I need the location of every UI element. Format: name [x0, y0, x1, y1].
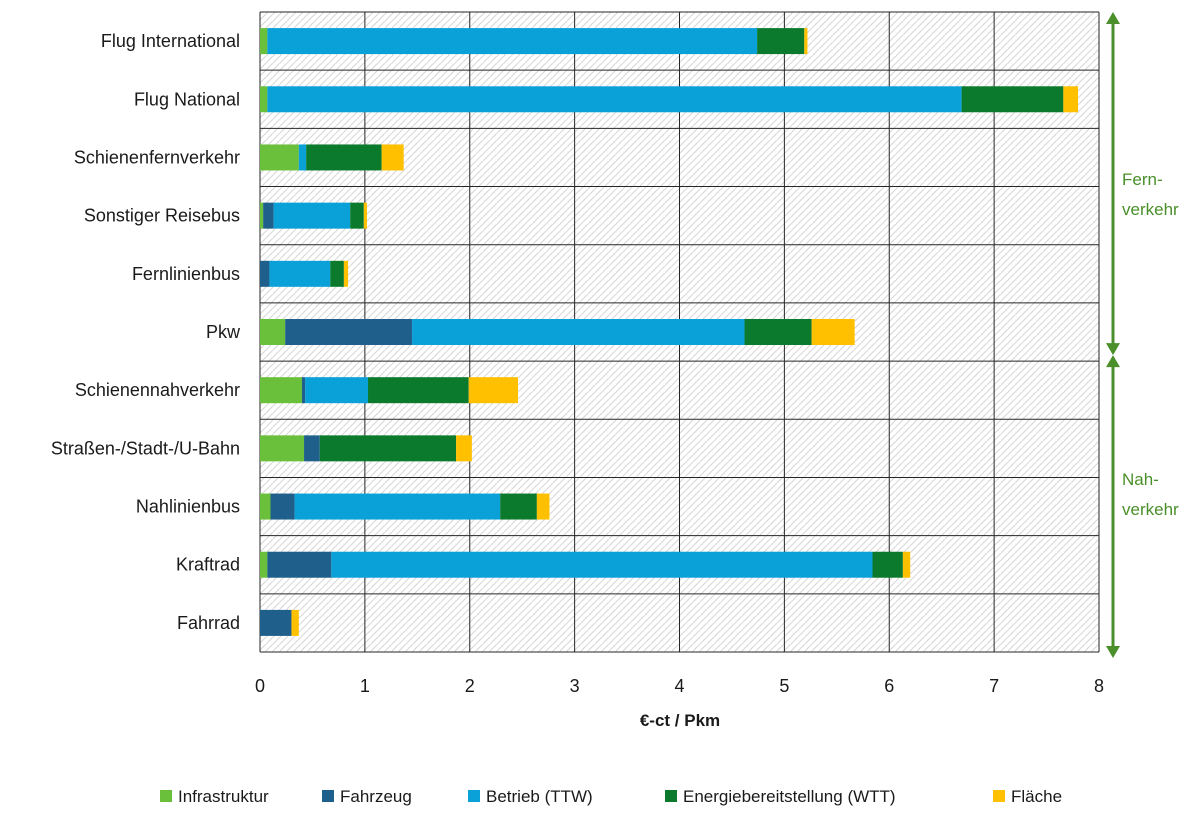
bar-segment — [350, 203, 364, 229]
bar-segment — [812, 319, 855, 345]
x-tick-label: 2 — [465, 676, 475, 696]
bar-segment — [500, 494, 537, 520]
x-tick-label: 0 — [255, 676, 265, 696]
group-annotations: Fern-verkehr Nah-verkehr — [1106, 12, 1179, 658]
bar-segment — [260, 319, 285, 345]
arrow-down-icon — [1106, 646, 1120, 658]
bar-segment — [456, 435, 472, 461]
bar-segment — [804, 28, 807, 54]
group-label: Fern- — [1122, 170, 1163, 189]
x-tick-label: 4 — [674, 676, 684, 696]
legend-label: Fläche — [1011, 787, 1062, 806]
bar-segment — [267, 552, 331, 578]
bar-segment — [285, 319, 412, 345]
legend-swatch — [665, 790, 677, 802]
bar-segment — [260, 377, 302, 403]
arrow-down-icon — [1106, 343, 1120, 355]
bar-segment — [364, 203, 367, 229]
category-label: Flug International — [101, 31, 240, 51]
category-label: Flug National — [134, 89, 240, 109]
bar-segment — [267, 86, 961, 112]
bar-segment — [330, 261, 344, 287]
legend-swatch — [468, 790, 480, 802]
legend-swatch — [160, 790, 172, 802]
bar-segment — [1063, 86, 1078, 112]
bar-segment — [757, 28, 804, 54]
x-axis-title: €-ct / Pkm — [640, 711, 720, 730]
bar-segment — [368, 377, 469, 403]
bar-segment — [962, 86, 1064, 112]
bar-segment — [344, 261, 348, 287]
legend: Infrastruktur Fahrzeug Betrieb (TTW) Energi… — [160, 787, 1062, 806]
legend-swatch — [322, 790, 334, 802]
x-tick-label: 6 — [884, 676, 894, 696]
bar-segment — [305, 377, 368, 403]
bar-segment — [295, 494, 501, 520]
bar-segment — [260, 261, 269, 287]
bar-segment — [302, 377, 305, 403]
category-label: Schienennahverkehr — [75, 380, 240, 400]
bar-segment — [274, 203, 351, 229]
category-label: Fernlinienbus — [132, 264, 240, 284]
group-label: verkehr — [1122, 200, 1179, 219]
bar-segment — [260, 144, 299, 170]
arrow-up-icon — [1106, 355, 1120, 367]
x-tick-label: 7 — [989, 676, 999, 696]
bar-segment — [269, 261, 330, 287]
legend-label: Fahrzeug — [340, 787, 412, 806]
group-label: Nah- — [1122, 470, 1159, 489]
arrow-up-icon — [1106, 12, 1120, 24]
bar-segment — [872, 552, 902, 578]
bar-segment — [412, 319, 744, 345]
x-tick-label: 1 — [360, 676, 370, 696]
bar-segment — [537, 494, 550, 520]
bar-segment — [382, 144, 404, 170]
category-label: Fahrrad — [177, 613, 240, 633]
bar-segment — [260, 552, 267, 578]
bar-segment — [320, 435, 456, 461]
bar-segment — [304, 435, 320, 461]
bar-segment — [270, 494, 294, 520]
bar-segment — [267, 28, 757, 54]
bar-segment — [306, 144, 382, 170]
bar-segment — [260, 203, 263, 229]
legend-label: Betrieb (TTW) — [486, 787, 593, 806]
category-label: Nahlinienbus — [136, 497, 240, 517]
bar-segment — [260, 435, 304, 461]
x-tick-label: 3 — [570, 676, 580, 696]
group-label: verkehr — [1122, 500, 1179, 519]
bar-segment — [260, 610, 291, 636]
legend-swatch — [993, 790, 1005, 802]
legend-label: Infrastruktur — [178, 787, 269, 806]
bar-segment — [260, 28, 267, 54]
category-label: Pkw — [206, 322, 241, 342]
bar-segment — [260, 494, 270, 520]
x-tick-label: 5 — [779, 676, 789, 696]
x-tick-labels: 0 1 2 3 4 5 6 7 8 — [255, 676, 1104, 696]
category-label: Schienenfernverkehr — [74, 147, 240, 167]
bar-segment — [903, 552, 910, 578]
x-tick-label: 8 — [1094, 676, 1104, 696]
bar-segment — [745, 319, 812, 345]
bar-segment — [291, 610, 298, 636]
category-label: Sonstiger Reisebus — [84, 206, 240, 226]
bar-segment — [469, 377, 518, 403]
bar-segment — [299, 144, 306, 170]
category-label: Straßen-/Stadt-/U-Bahn — [51, 438, 240, 458]
bar-segment — [331, 552, 872, 578]
category-label: Kraftrad — [176, 555, 240, 575]
bar-segment — [260, 86, 267, 112]
category-labels: Flug International Flug National Schienenf… — [51, 31, 241, 633]
bar-segment — [263, 203, 273, 229]
legend-label: Energiebereitstellung (WTT) — [683, 787, 896, 806]
